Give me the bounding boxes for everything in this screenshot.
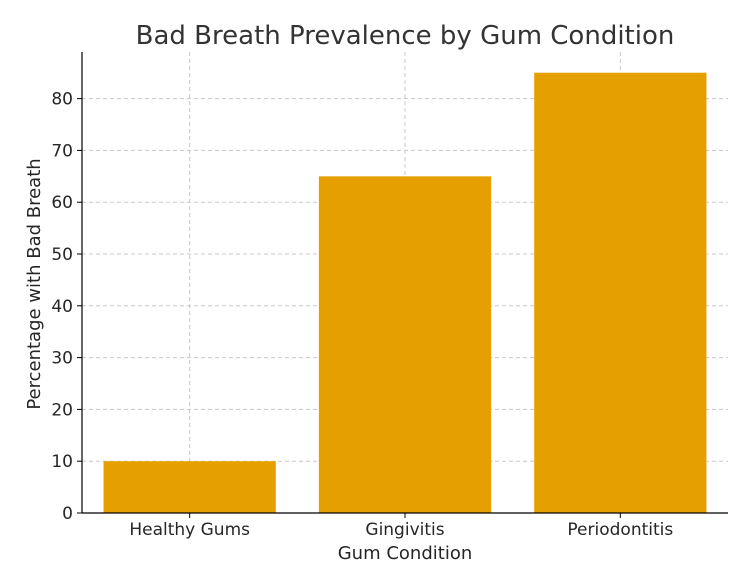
x-tick-label: Periodontitis <box>567 520 673 540</box>
y-tick-label: 70 <box>51 141 73 161</box>
axes <box>77 52 728 518</box>
x-tick-labels: Healthy Gums Gingivitis Periodontitis <box>129 520 673 540</box>
y-tick-label: 0 <box>62 504 73 524</box>
y-tick-labels: 0 10 20 30 40 50 60 70 80 <box>51 90 73 524</box>
x-tick-label: Healthy Gums <box>129 520 250 540</box>
bars <box>103 72 707 513</box>
y-tick-label: 10 <box>51 452 73 472</box>
y-axis-title: Percentage with Bad Breath <box>24 158 45 409</box>
y-tick-label: 80 <box>51 90 73 110</box>
bar-healthy-gums <box>103 461 276 513</box>
bar-gingivitis <box>318 176 492 513</box>
y-tick-label: 40 <box>51 297 73 317</box>
x-axis-title: Gum Condition <box>338 543 473 564</box>
y-tick-label: 60 <box>51 193 73 213</box>
y-tick-label: 30 <box>51 349 73 369</box>
y-tick-label: 50 <box>51 245 73 265</box>
bar-periodontitis <box>534 72 707 513</box>
x-tick-label: Gingivitis <box>365 520 444 540</box>
chart-title: Bad Breath Prevalence by Gum Condition <box>136 21 675 51</box>
y-tick-label: 20 <box>51 400 73 420</box>
